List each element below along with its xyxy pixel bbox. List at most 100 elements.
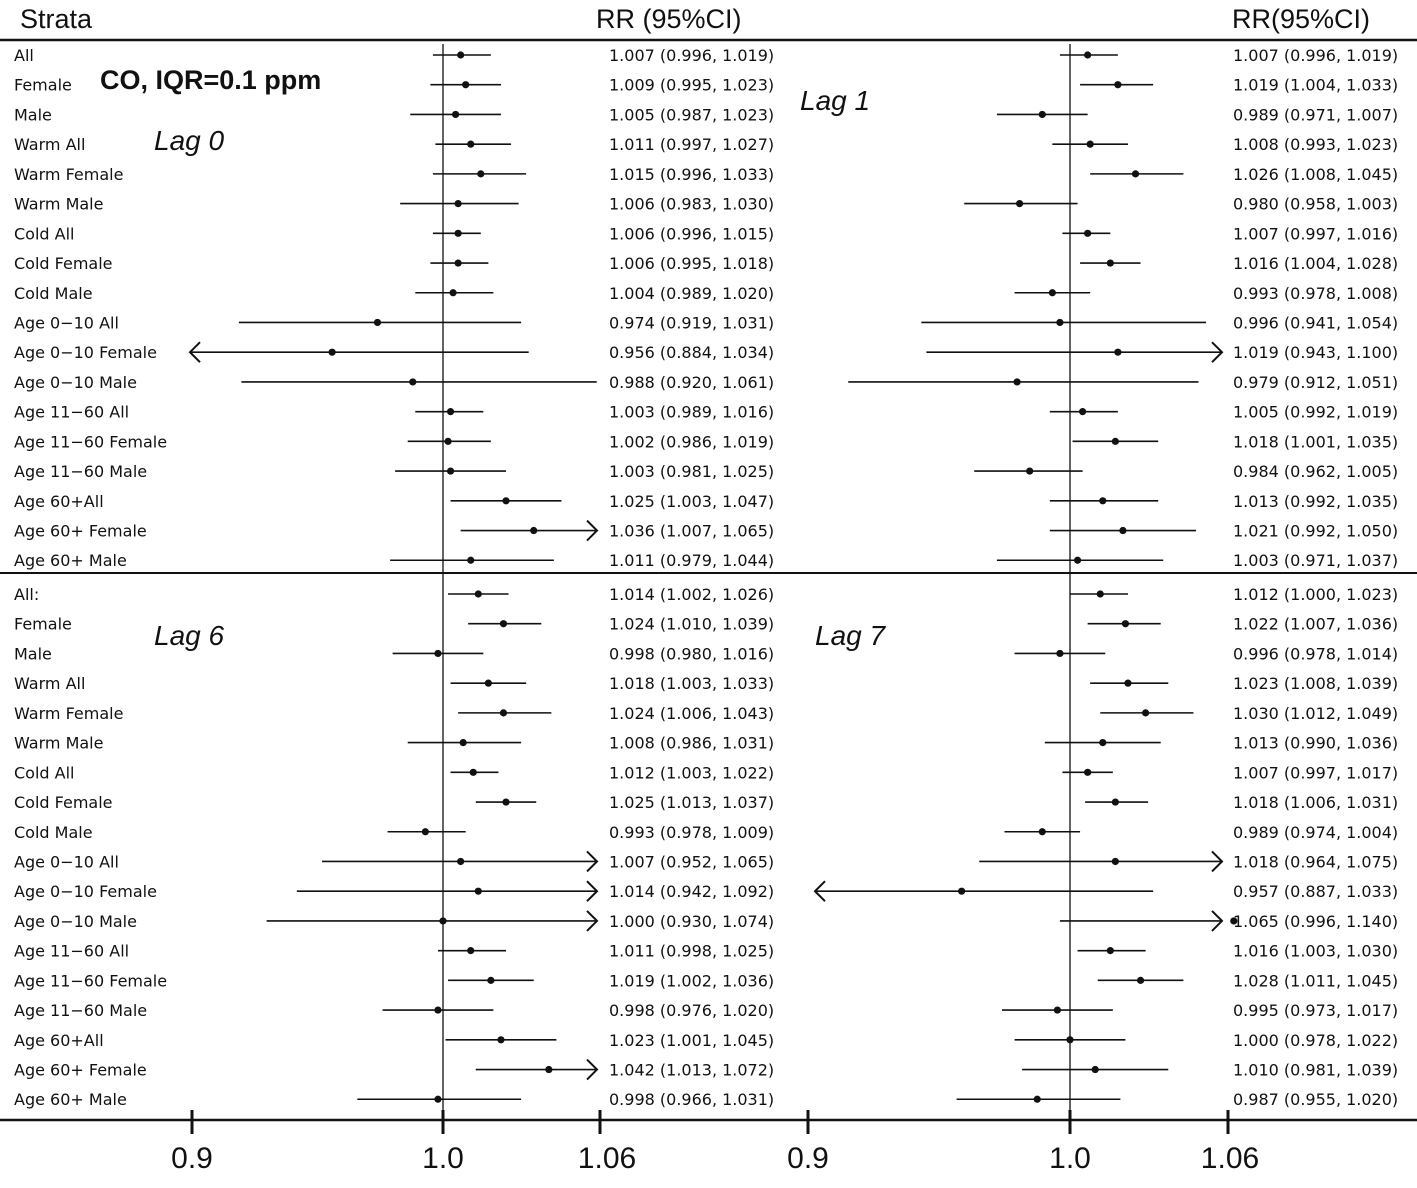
forest-row: 1.010 (0.981, 1.039) bbox=[1022, 1061, 1398, 1080]
forest-rows: All 1.007 (0.996, 1.019) Female 1.009 (0.99… bbox=[14, 46, 1398, 1109]
rr-point bbox=[1016, 200, 1024, 208]
rr-ci-value: 1.013 (0.990, 1.036) bbox=[1233, 734, 1398, 753]
rr-point bbox=[1026, 467, 1034, 475]
rr-ci-value: 1.023 (1.008, 1.039) bbox=[1233, 674, 1398, 693]
rr-point bbox=[1106, 947, 1114, 955]
forest-row: Age 11−60 All 1.011 (0.998, 1.025) bbox=[14, 942, 774, 961]
stratum-label: All bbox=[14, 46, 34, 65]
rr-ci-value: 1.018 (1.003, 1.033) bbox=[609, 674, 774, 693]
rr-point bbox=[454, 200, 462, 208]
rr-ci-value: 1.036 (1.007, 1.065) bbox=[609, 522, 774, 541]
rr-ci-value: 1.019 (1.004, 1.033) bbox=[1233, 76, 1398, 95]
rr-ci-value: 1.003 (0.989, 1.016) bbox=[609, 403, 774, 422]
rr-ci-value: 0.998 (0.976, 1.020) bbox=[609, 1001, 774, 1020]
forest-row: 1.007 (0.997, 1.017) bbox=[1062, 763, 1398, 782]
rr-ci-value: 1.024 (1.010, 1.039) bbox=[609, 615, 774, 634]
forest-row: 0.989 (0.974, 1.004) bbox=[1004, 823, 1398, 842]
rr-ci-value: 0.996 (0.978, 1.014) bbox=[1233, 644, 1398, 663]
stratum-label: Warm All bbox=[14, 674, 85, 693]
rr-ci-value: 1.012 (1.000, 1.023) bbox=[1233, 585, 1398, 604]
rr-ci-value: 1.008 (0.986, 1.031) bbox=[609, 734, 774, 753]
rr-point bbox=[373, 318, 382, 327]
rr-point bbox=[484, 679, 492, 687]
forest-row: Age 60+ Male 1.011 (0.979, 1.044) bbox=[14, 551, 774, 570]
forest-row: Warm Female 1.024 (1.006, 1.043) bbox=[14, 704, 774, 723]
rr-point bbox=[1084, 768, 1092, 776]
rr-point bbox=[467, 556, 475, 564]
stratum-label: Age 60+ Female bbox=[14, 1061, 147, 1080]
forest-row: 1.019 (1.004, 1.033) bbox=[1080, 76, 1398, 95]
forest-row: 0.993 (0.978, 1.008) bbox=[1014, 284, 1398, 303]
rr-point bbox=[1053, 1006, 1061, 1014]
stratum-label: Warm Male bbox=[14, 195, 103, 214]
rr-point bbox=[502, 497, 510, 505]
rr-point bbox=[454, 259, 462, 267]
stratum-label: Age 11−60 Male bbox=[14, 462, 147, 481]
rr-ci-value: 1.028 (1.011, 1.045) bbox=[1233, 971, 1398, 990]
forest-row: 1.023 (1.008, 1.039) bbox=[1090, 674, 1398, 693]
rr-ci-value: 1.003 (0.981, 1.025) bbox=[609, 462, 774, 481]
forest-row: Warm Male 1.008 (0.986, 1.031) bbox=[14, 734, 774, 753]
stratum-label: Age 60+ Female bbox=[14, 522, 147, 541]
rr-point bbox=[467, 947, 475, 955]
stratum-label: Age 0−10 Female bbox=[14, 882, 157, 901]
forest-row: 1.008 (0.993, 1.023) bbox=[1052, 135, 1398, 154]
rr-point bbox=[1086, 140, 1094, 148]
forest-row: Age 11−60 Female 1.019 (1.002, 1.036) bbox=[14, 971, 774, 990]
rr-ci-value: 1.019 (0.943, 1.100) bbox=[1233, 343, 1398, 362]
forest-row: Female 1.024 (1.010, 1.039) bbox=[14, 615, 774, 634]
forest-row: 1.065 (0.996, 1.140) bbox=[1059, 910, 1398, 932]
stratum-label: Age 60+All bbox=[14, 492, 104, 511]
tick-label: 1.06 bbox=[578, 1142, 636, 1175]
stratum-label: Age 11−60 Female bbox=[14, 432, 167, 451]
rr-point bbox=[530, 526, 538, 535]
rr-ci-value: 1.014 (1.002, 1.026) bbox=[609, 585, 774, 604]
rr-point bbox=[497, 1036, 505, 1044]
forest-row: 0.996 (0.941, 1.054) bbox=[921, 313, 1398, 332]
rr-point bbox=[1136, 976, 1145, 984]
stratum-label: Warm Female bbox=[14, 704, 123, 723]
rr-point bbox=[1124, 679, 1132, 687]
rr-ci-value: 1.065 (0.996, 1.140) bbox=[1233, 912, 1398, 931]
forest-row: 1.016 (1.004, 1.028) bbox=[1080, 254, 1398, 273]
rr-ci-value: 1.024 (1.006, 1.043) bbox=[609, 704, 774, 723]
forest-row: Cold Female 1.025 (1.013, 1.037) bbox=[14, 793, 774, 812]
rr-point bbox=[1096, 590, 1104, 598]
rr-point bbox=[469, 768, 477, 776]
x-axis-ticks-right: 0.9 1.0 1.06 bbox=[787, 1110, 1259, 1175]
rr-point bbox=[1230, 917, 1238, 925]
forest-row: 1.003 (0.971, 1.037) bbox=[996, 551, 1398, 570]
rr-ci-value: 1.018 (0.964, 1.075) bbox=[1233, 852, 1398, 871]
stratum-label: Cold Male bbox=[14, 284, 93, 303]
stratum-label: Male bbox=[14, 644, 52, 663]
rr-point bbox=[1056, 649, 1064, 658]
stratum-label: Cold All bbox=[14, 763, 74, 782]
rr-ci-value: 0.989 (0.974, 1.004) bbox=[1233, 823, 1398, 842]
rr-point bbox=[1106, 259, 1114, 267]
rr-point bbox=[499, 620, 508, 628]
rr-ci-value: 1.026 (1.008, 1.045) bbox=[1233, 165, 1398, 184]
forest-row: Age 0−10 All 1.007 (0.952, 1.065) bbox=[14, 850, 774, 873]
rr-ci-value: 0.974 (0.919, 1.031) bbox=[609, 313, 774, 332]
forest-row: 0.995 (0.973, 1.017) bbox=[1001, 1001, 1398, 1020]
rr-point bbox=[457, 857, 465, 866]
stratum-label: Age 0−10 Male bbox=[14, 373, 137, 392]
rr-ci-value: 0.980 (0.958, 1.003) bbox=[1233, 195, 1398, 214]
stratum-label: Age 11−60 Male bbox=[14, 1001, 147, 1020]
forest-row: 1.018 (0.964, 1.075) bbox=[979, 850, 1398, 873]
rr-point bbox=[1131, 170, 1140, 178]
forest-row: Age 60+All 1.025 (1.003, 1.047) bbox=[14, 492, 774, 511]
rr-point bbox=[1066, 1036, 1074, 1044]
rr-ci-value: 1.010 (0.981, 1.039) bbox=[1233, 1061, 1398, 1080]
forest-row: Cold Male 0.993 (0.978, 1.009) bbox=[14, 823, 774, 842]
lag0-label: Lag 0 bbox=[154, 125, 224, 156]
rr-ci-value: 1.012 (1.003, 1.022) bbox=[609, 763, 774, 782]
rr-point bbox=[1038, 828, 1046, 836]
stratum-label: Female bbox=[14, 76, 72, 95]
rr-point bbox=[1119, 526, 1127, 535]
forest-row: Age 11−60 Female 1.002 (0.986, 1.019) bbox=[14, 432, 774, 451]
rr-point bbox=[434, 1095, 442, 1103]
forest-row: Age 60+ Female 1.036 (1.007, 1.065) bbox=[14, 519, 774, 542]
rr-ci-value: 1.003 (0.971, 1.037) bbox=[1233, 551, 1398, 570]
forest-row: Age 60+ Male 0.998 (0.966, 1.031) bbox=[14, 1090, 774, 1109]
